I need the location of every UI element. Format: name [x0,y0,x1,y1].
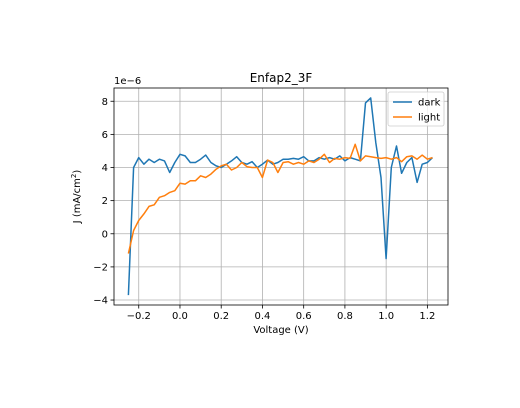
y-axis-label-main: J (mA/cm [72,178,83,224]
y-tick-label: 8 [102,97,108,108]
y-axis-label-superscript: 2 [70,174,78,178]
y-tick-label: 0 [102,229,108,240]
x-tick-label: 0.0 [172,311,188,322]
x-tick-label: 0.2 [213,311,229,322]
y-tick-label: 2 [102,196,108,207]
legend: dark light [387,91,445,127]
x-tick-label: 1.0 [378,311,394,322]
series-layer [127,97,434,296]
tick-layer: −0.2 0.0 0.2 0.4 0.6 0.8 1.0 1.2 −4 −2 0 2 4 6 8 [93,97,435,322]
chart-title: Enfap2_3F [250,71,313,85]
plot-frame [113,87,449,306]
x-tick-label: −0.2 [127,311,151,322]
y-axis-offset-text: 1e−6 [114,76,141,87]
y-tick-label: 6 [102,130,108,141]
y-axis-label-close: ) [72,170,83,174]
series-line-dark [127,97,434,296]
legend-label-dark: dark [418,98,441,109]
series-line-light [127,143,433,254]
x-tick-label: 0.6 [296,311,312,322]
x-tick-label: 0.8 [337,311,353,322]
y-tick-label: −4 [93,296,108,307]
x-axis-label: Voltage (V) [253,325,308,336]
x-tick-label: 0.4 [254,311,270,322]
legend-label-light: light [418,113,440,124]
y-axis-label: J (mA/cm2) [70,170,83,225]
y-tick-label: 4 [102,163,108,174]
x-tick-label: 1.2 [419,311,435,322]
y-tick-label: −2 [93,262,108,273]
